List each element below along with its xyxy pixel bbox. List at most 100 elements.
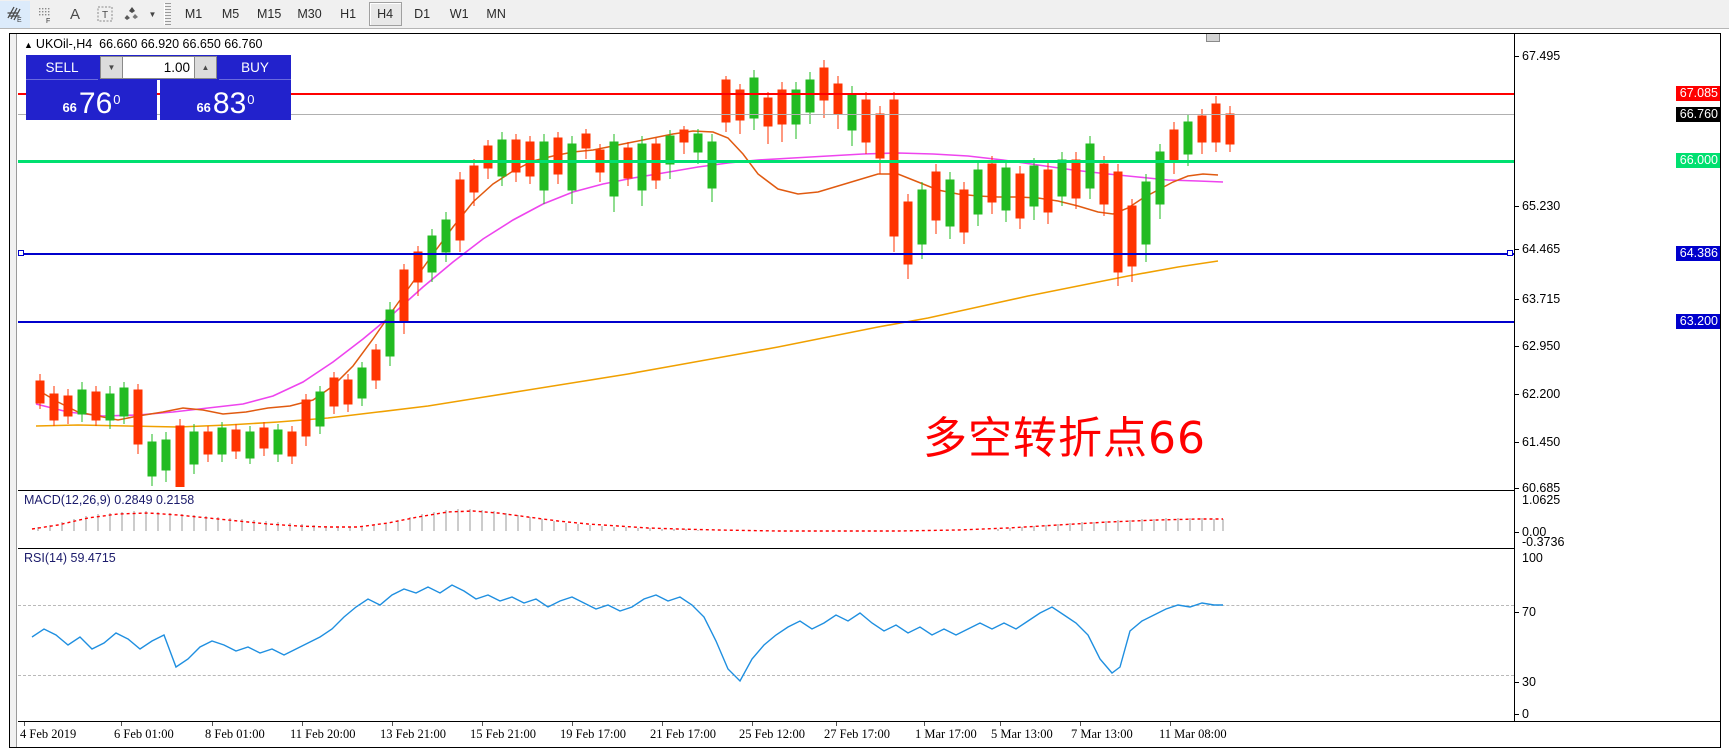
svg-text:E: E (17, 17, 22, 24)
ma-fast-line (35, 130, 1219, 421)
oct-price-row: 66 76 0 66 83 0 (26, 80, 291, 120)
rsi-axis-tick-70 (1515, 612, 1519, 613)
timeframe-w1[interactable]: W1 (449, 7, 469, 21)
timeframe-m15[interactable]: M15 (257, 7, 282, 21)
collapse-triangle-icon[interactable]: ▲ (24, 40, 33, 50)
price-tick-label: 67.495 (1522, 49, 1561, 63)
chart-symbol-label: UKOil-,H4 (35, 37, 93, 51)
macd-plot (31, 509, 1224, 532)
time-axis-label: 11 Feb 20:00 (290, 727, 356, 741)
text-a-icon[interactable]: A (60, 1, 90, 28)
grid-f-icon[interactable]: F (30, 1, 60, 28)
price-tick-label: 60.685 (1522, 481, 1561, 495)
macd-histogram (37, 509, 1224, 531)
time-axis[interactable]: 4 Feb 2019 6 Feb 01:00 8 Feb 01:00 11 Fe… (18, 721, 1720, 747)
price-axis[interactable]: 67.495 65.230 64.465 63.715 62.950 62.20… (1514, 34, 1720, 721)
macd-axis-label-bottom: -0.3736 (1522, 535, 1565, 549)
time-axis-label: 13 Feb 21:00 (380, 727, 446, 741)
macd-signal-line (31, 510, 1223, 532)
price-label-support-64386[interactable]: 64.386 (1675, 246, 1720, 261)
price-tick (1515, 299, 1519, 300)
time-axis-label: 8 Feb 01:00 (205, 727, 265, 741)
indicators-glyph: E (7, 6, 22, 24)
level-line-63200[interactable] (18, 321, 1514, 323)
buy-button[interactable]: BUY (219, 55, 291, 80)
timeframe-m30[interactable]: M30 (297, 7, 322, 21)
objects-glyph (124, 7, 138, 20)
timeframe-m1[interactable]: M1 (184, 7, 203, 21)
level-line-67085[interactable] (18, 93, 1514, 95)
time-axis-label: 1 Mar 17:00 (915, 727, 977, 741)
price-label-support-63200[interactable]: 63.200 (1675, 314, 1720, 329)
candle-series (35, 60, 1235, 487)
time-tick (1000, 722, 1001, 726)
price-tick (1515, 488, 1519, 489)
volume-increment-button[interactable]: ▲ (194, 56, 217, 79)
time-axis-label: 7 Mar 13:00 (1071, 727, 1133, 741)
chart-annotation-text[interactable]: 多空转折点66 (923, 413, 1206, 464)
macd-header-label: MACD(12,26,9) 0.2849 0.2158 (24, 493, 195, 507)
timeframe-d1[interactable]: D1 (414, 7, 431, 21)
sell-price-figure: 66 (62, 100, 77, 115)
price-tick-label: 62.200 (1522, 387, 1561, 401)
sell-button[interactable]: SELL (26, 55, 98, 80)
time-tick (752, 722, 753, 726)
buy-price-figure: 66 (196, 100, 211, 115)
price-tick-label: 63.715 (1522, 292, 1561, 306)
text-a-glyph: A (69, 5, 80, 23)
time-tick (662, 722, 663, 726)
svg-text:F: F (46, 18, 50, 24)
level-line-anchor-right[interactable] (1507, 250, 1513, 256)
rsi-axis-tick-30 (1515, 682, 1519, 683)
sell-price-big: 76 (78, 87, 113, 120)
rsi-plot (31, 584, 1223, 683)
time-axis-label: 21 Feb 17:00 (650, 727, 716, 741)
price-pane[interactable]: 多空转折点66 (18, 34, 1514, 487)
rsi-line (31, 584, 1223, 683)
volume-stepper: ▼ 1.00 ▲ (98, 55, 219, 80)
chart-ohlc-values: 66.660 66.920 66.650 66.760 (99, 37, 263, 51)
timeframe-h1[interactable]: H1 (340, 7, 357, 21)
rsi-header-label: RSI(14) 59.4715 (24, 551, 116, 565)
level-line-anchor-left[interactable] (18, 250, 24, 256)
price-tick (1515, 442, 1519, 443)
price-label-resistance-67085[interactable]: 67.085 (1675, 86, 1720, 101)
price-label-pivot-66000[interactable]: 66.000 (1675, 153, 1720, 168)
timeframe-m5[interactable]: M5 (221, 7, 240, 21)
level-line-66000[interactable] (18, 160, 1514, 163)
buy-price-fraction: 0 (247, 92, 255, 107)
sell-price-display[interactable]: 66 76 0 (26, 80, 157, 120)
time-tick (572, 722, 573, 726)
time-tick (121, 722, 122, 726)
time-axis-label: 5 Mar 13:00 (991, 727, 1053, 741)
text-label-glyph: T (97, 6, 113, 22)
volume-input[interactable]: 1.00 (123, 56, 194, 79)
text-label-icon[interactable]: T (90, 1, 120, 28)
price-tick-label: 64.465 (1522, 242, 1561, 256)
volume-decrement-button[interactable]: ▼ (100, 56, 123, 79)
buy-price-display[interactable]: 66 83 0 (160, 80, 291, 120)
chevron-down-icon: ▼ (148, 9, 157, 19)
price-tick (1515, 56, 1519, 57)
objects-dropdown-caret[interactable]: ▼ (144, 1, 160, 28)
level-line-64386[interactable] (18, 253, 1514, 255)
time-tick (392, 722, 393, 726)
rsi-pane[interactable]: RSI(14) 59.4715 (18, 548, 1514, 721)
rsi-axis-tick-0 (1515, 714, 1519, 715)
macd-pane[interactable]: MACD(12,26,9) 0.2849 0.2158 (18, 490, 1514, 543)
toolbar-grip[interactable] (164, 3, 171, 25)
chart-window: ▲ UKOil-,H4 66.660 66.920 66.650 66.760 (9, 33, 1721, 748)
time-tick (1080, 722, 1081, 726)
indicators-icon[interactable]: E (0, 0, 30, 28)
oct-top-row: SELL ▼ 1.00 ▲ BUY (26, 55, 291, 80)
price-tick (1515, 346, 1519, 347)
macd-axis-tick-zero (1515, 532, 1519, 533)
chart-splitter-handle[interactable] (1206, 34, 1220, 42)
rsi-overbought-grid (18, 605, 1514, 606)
chart-left-scroll-rail[interactable] (10, 34, 17, 747)
timeframe-mn[interactable]: MN (486, 7, 506, 21)
timeframe-h4[interactable]: H4 (368, 2, 402, 26)
rsi-axis-label-0: 0 (1522, 707, 1529, 721)
objects-icon[interactable] (120, 1, 144, 28)
svg-text:T: T (102, 10, 108, 21)
